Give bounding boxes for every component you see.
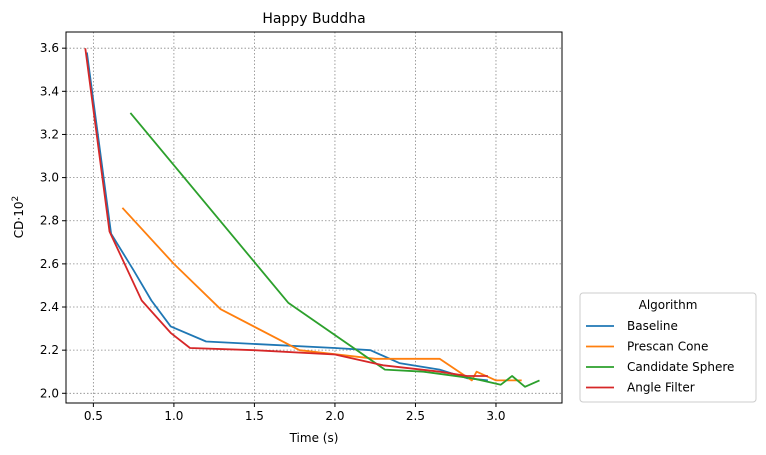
y-tick-label: 3.0 [40, 171, 59, 185]
series-line-baseline [86, 52, 488, 382]
legend-label-candidate-sphere: Candidate Sphere [627, 360, 734, 374]
x-tick-label: 1.5 [245, 409, 264, 423]
grid [66, 32, 562, 403]
ticks: 0.5 1.0 1.5 2.0 2.5 3.0 2.0 2.2 2.4 2.6 2.8 3.0 3.2 3… [40, 41, 506, 423]
legend-label-baseline: Baseline [627, 319, 678, 333]
y-axis-label-exponent: 2 [11, 196, 21, 202]
legend-label-angle-filter: Angle Filter [627, 381, 695, 395]
y-tick-label: 2.2 [40, 343, 59, 357]
y-tick-label: 3.6 [40, 41, 59, 55]
legend-items: Baseline Prescan Cone Candidate Sphere Angl… [586, 319, 734, 395]
chart-title: Happy Buddha [262, 11, 365, 27]
y-tick-label: 3.4 [40, 84, 59, 98]
y-axis-label: CD·102 [11, 196, 26, 238]
x-tick-label: 2.0 [325, 409, 344, 423]
y-tick-label: 2.0 [40, 386, 59, 400]
y-tick-label: 3.2 [40, 127, 59, 141]
y-tick-label: 2.6 [40, 257, 59, 271]
series-lines [84, 48, 540, 388]
x-tick-label: 3.0 [486, 409, 505, 423]
y-tick-label: 2.8 [40, 214, 59, 228]
x-tick-label: 2.5 [406, 409, 425, 423]
x-axis-label: Time (s) [289, 431, 339, 445]
series-line-candidate-sphere [129, 112, 540, 388]
legend: Algorithm Baseline Prescan Cone Candidate … [579, 292, 757, 403]
y-tick-label: 2.4 [40, 300, 59, 314]
series-line-angle-filter [84, 48, 488, 377]
legend-label-prescan-cone: Prescan Cone [627, 340, 708, 354]
legend-title: Algorithm [639, 298, 698, 312]
x-tick-label: 1.0 [164, 409, 183, 423]
plot-frame [65, 31, 563, 404]
legend-box [579, 292, 757, 403]
y-axis-label-main: CD·10 [12, 202, 26, 239]
x-tick-label: 0.5 [84, 409, 103, 423]
